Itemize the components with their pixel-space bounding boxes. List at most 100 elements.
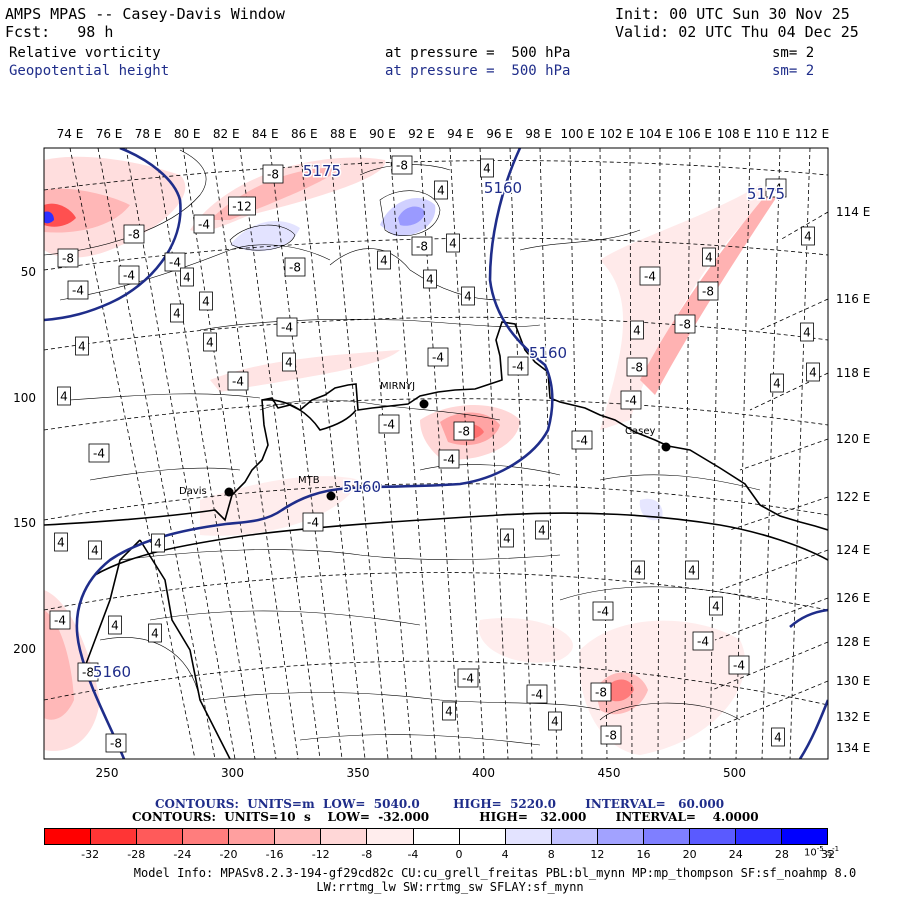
colorbar-label: 28: [774, 848, 789, 861]
vorticity-label: -8: [77, 662, 99, 682]
colorbar-label: 12: [590, 848, 605, 861]
svg-text:4: 4: [202, 295, 210, 309]
vorticity-label: -4: [67, 280, 89, 300]
latitude-grid: [44, 160, 828, 706]
top-longitude-label: 78 E: [134, 127, 162, 141]
right-longitude-label: 132 E: [836, 710, 871, 724]
vorticity-label: 4: [203, 332, 217, 352]
svg-text:-4: -4: [169, 256, 181, 270]
field1-smooth: sm= 2: [772, 45, 815, 61]
colorbar-cell: [321, 829, 368, 844]
top-longitude-label: 76 E: [95, 127, 123, 141]
svg-text:-4: -4: [232, 375, 244, 389]
vorticity-label: 4: [180, 267, 194, 287]
vorticity-label: 4: [151, 533, 165, 553]
vorticity-label: 4: [57, 386, 71, 406]
top-longitude-label: 104 E: [638, 127, 673, 141]
svg-text:-4: -4: [383, 418, 395, 432]
vorticity-label: -8: [262, 164, 284, 184]
svg-text:-8: -8: [631, 361, 643, 375]
svg-text:4: 4: [483, 162, 491, 176]
field2-name: Geopotential height: [9, 63, 170, 79]
vorticity-label: -12: [228, 196, 256, 216]
vorticity-label: 4: [548, 711, 562, 731]
colorbar-cell: [45, 829, 92, 844]
colorbar-label: -4: [407, 848, 419, 861]
svg-text:-8: -8: [416, 240, 428, 254]
svg-text:-4: -4: [432, 351, 444, 365]
vorticity-label: 4: [446, 233, 460, 253]
vorticity-label: 4: [199, 291, 213, 311]
colorbar-label: 0: [455, 848, 463, 861]
top-longitude-label: 84 E: [251, 127, 279, 141]
height-label: 5160: [484, 179, 522, 197]
station-mirnyj-marker: [419, 399, 429, 409]
vorticity-label: -8: [600, 725, 622, 745]
svg-text:-8: -8: [82, 666, 94, 680]
vorticity-label: 4: [631, 560, 645, 580]
colorbar-cell: [505, 829, 552, 844]
station-casey-label: Casey: [625, 426, 656, 437]
vorticity-label: -8: [57, 248, 79, 268]
colorbar-label: -28: [127, 848, 146, 861]
vorticity-label: 4: [535, 520, 549, 540]
vorticity-colorbar: [44, 828, 828, 845]
right-longitude-label: 122 E: [836, 490, 871, 504]
svg-text:-4: -4: [443, 453, 455, 467]
svg-text:-4: -4: [576, 434, 588, 448]
x-tick-label: 400: [472, 766, 495, 780]
model-info-line2: LW:rrtmg_lw SW:rrtmg_sw SFLAY:sf_mynn: [316, 880, 584, 894]
svg-text:4: 4: [445, 705, 453, 719]
vorticity-label: -4: [438, 449, 460, 469]
vorticity-label: -8: [391, 155, 413, 175]
colorbar-cell: [137, 829, 184, 844]
svg-text:4: 4: [809, 366, 817, 380]
top-longitude-label: 108 E: [716, 127, 752, 141]
vorticity-label: 4: [630, 320, 644, 340]
vorticity-label: -8: [674, 314, 696, 334]
right-longitude-label: 134 E: [836, 741, 871, 755]
colorbar-cell: [597, 829, 644, 844]
vorticity-label: -4: [620, 390, 642, 410]
vorticity-label: 4: [480, 158, 494, 178]
vorticity-label: -8: [626, 357, 648, 377]
svg-text:4: 4: [773, 377, 781, 391]
y-tick-label: 150: [13, 516, 36, 530]
height-label: 5175: [747, 185, 785, 203]
svg-text:4: 4: [173, 307, 181, 321]
vorticity-label: -4: [193, 214, 215, 234]
svg-text:4: 4: [774, 731, 782, 745]
vorticity-label: -4: [227, 371, 249, 391]
svg-text:-4: -4: [72, 284, 84, 298]
svg-text:4: 4: [206, 336, 214, 350]
colorbar-label: 32: [821, 848, 835, 861]
svg-text:-8: -8: [128, 228, 140, 242]
vorticity-label: 4: [108, 615, 122, 635]
colorbar-label: 16: [636, 848, 651, 861]
top-longitude-label: 82 E: [212, 127, 240, 141]
station-mirnyj-label: MIRNYJ: [380, 381, 416, 392]
colorbar-cell: [91, 829, 138, 844]
svg-text:-4: -4: [54, 614, 66, 628]
x-tick-label: 350: [346, 766, 370, 780]
svg-text:-4: -4: [733, 659, 745, 673]
colorbar-cell: [413, 829, 460, 844]
colorbar-label: -24: [173, 848, 192, 861]
svg-text:4: 4: [380, 254, 388, 268]
vorticity-label: -8: [453, 421, 475, 441]
height-label: 5175: [303, 162, 341, 180]
right-longitude-label: 118 E: [836, 366, 871, 380]
right-longitude-label: 126 E: [836, 591, 871, 605]
vorticity-label: -4: [427, 347, 449, 367]
vorticity-label: 4: [148, 623, 162, 643]
vorticity-label: 4: [500, 528, 514, 548]
vorticity-label: -4: [639, 266, 661, 286]
svg-text:4: 4: [60, 390, 68, 404]
colorbar-label: -32: [81, 848, 100, 861]
top-longitude-label: 92 E: [408, 127, 435, 141]
svg-text:4: 4: [437, 184, 445, 198]
station-markers: [224, 399, 671, 501]
vorticity-label: -4: [49, 610, 71, 630]
svg-text:-4: -4: [770, 182, 782, 196]
vorticity-label: 4: [702, 247, 716, 267]
